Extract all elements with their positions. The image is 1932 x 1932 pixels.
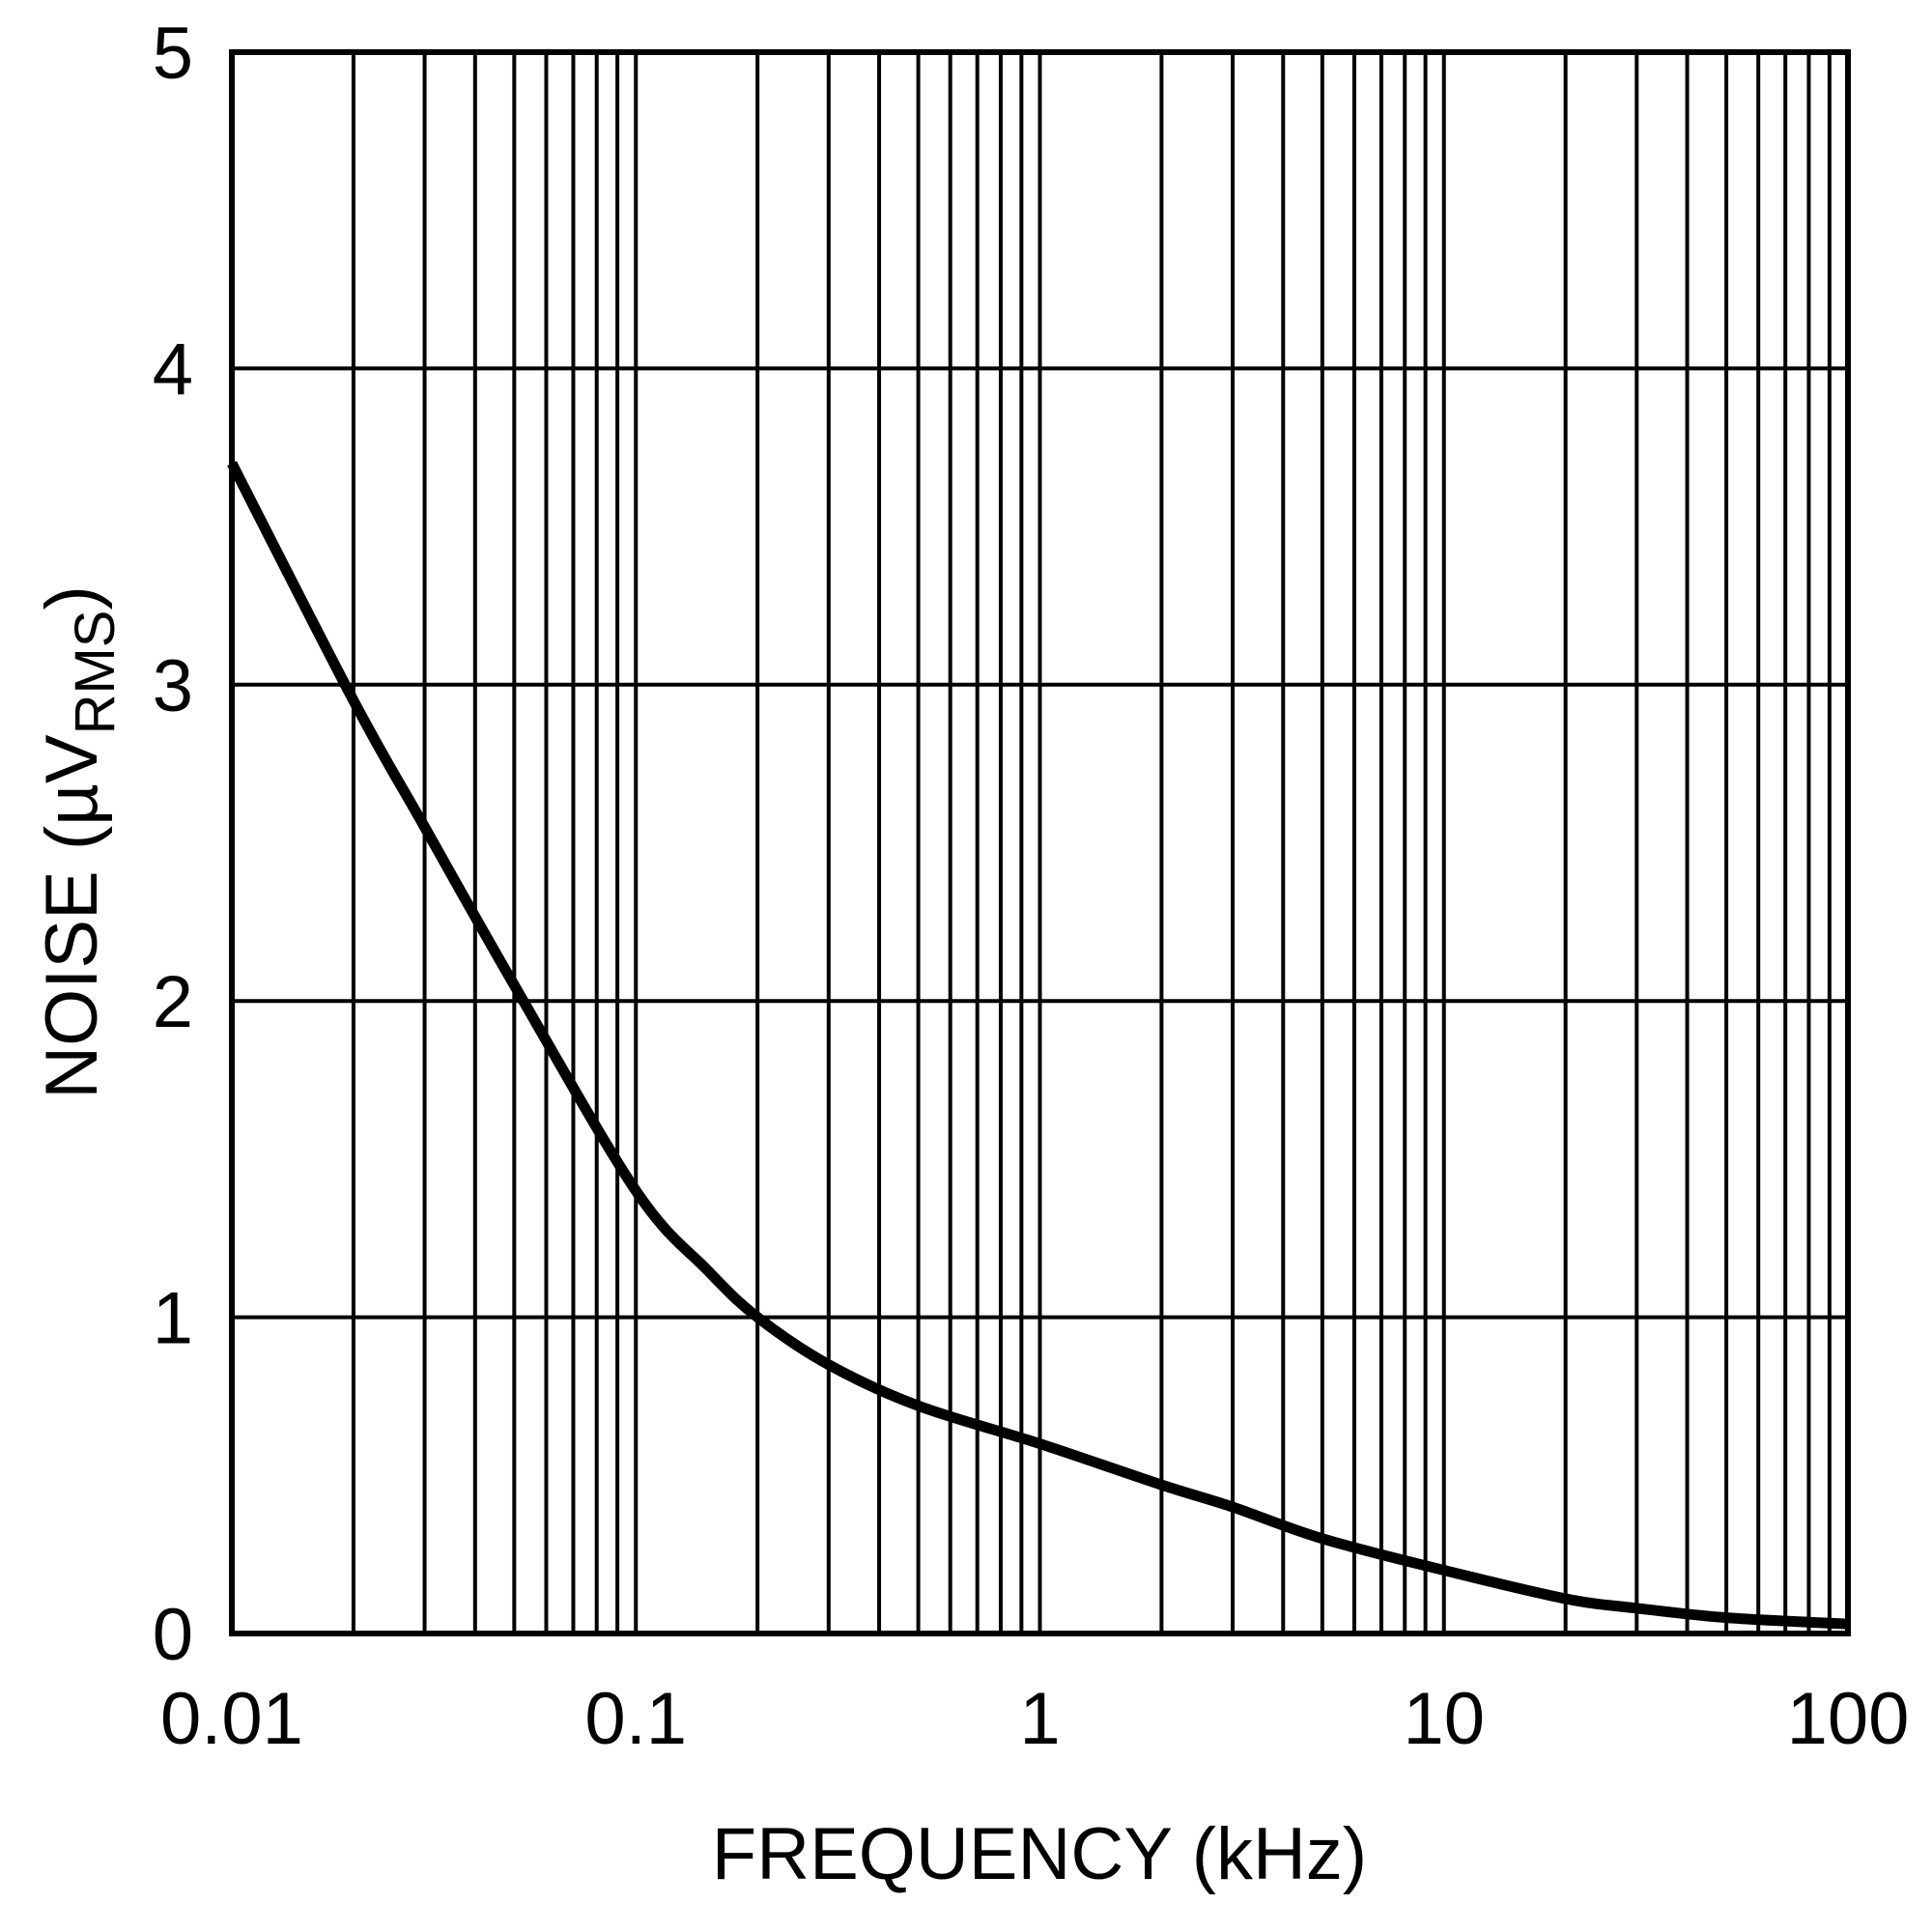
grid	[230, 50, 1848, 1635]
plot-frame	[229, 49, 1851, 1636]
x-tick-label: 1	[1019, 1678, 1060, 1760]
x-tick-label: 0.01	[160, 1678, 303, 1760]
y-tick-label: 5	[153, 13, 193, 95]
x-tick-label: 0.1	[584, 1678, 687, 1760]
x-tick-label: 10	[1403, 1678, 1485, 1760]
y-tick-label: 1	[153, 1278, 193, 1360]
x-tick-label: 100	[1787, 1678, 1910, 1760]
noise-curve	[227, 461, 1849, 1630]
y-tick-labels: 0 1 2 3 4 5	[153, 13, 193, 1676]
y-tick-label: 4	[153, 328, 193, 411]
y-axis-label-subscript: RMS	[64, 611, 127, 735]
x-tick-labels: 0.01 0.1 1 10 100	[160, 1678, 1909, 1760]
y-axis-label-main: NOISE (µV	[31, 734, 113, 1099]
y-axis-label-close: )	[31, 585, 113, 610]
x-axis-label: FREQUENCY (kHz)	[712, 1813, 1367, 1895]
y-tick-label: 0	[153, 1594, 193, 1676]
y-tick-label: 2	[153, 961, 193, 1043]
y-tick-label: 3	[153, 645, 193, 727]
y-axis-label: NOISE (µVRMS)	[31, 585, 127, 1099]
